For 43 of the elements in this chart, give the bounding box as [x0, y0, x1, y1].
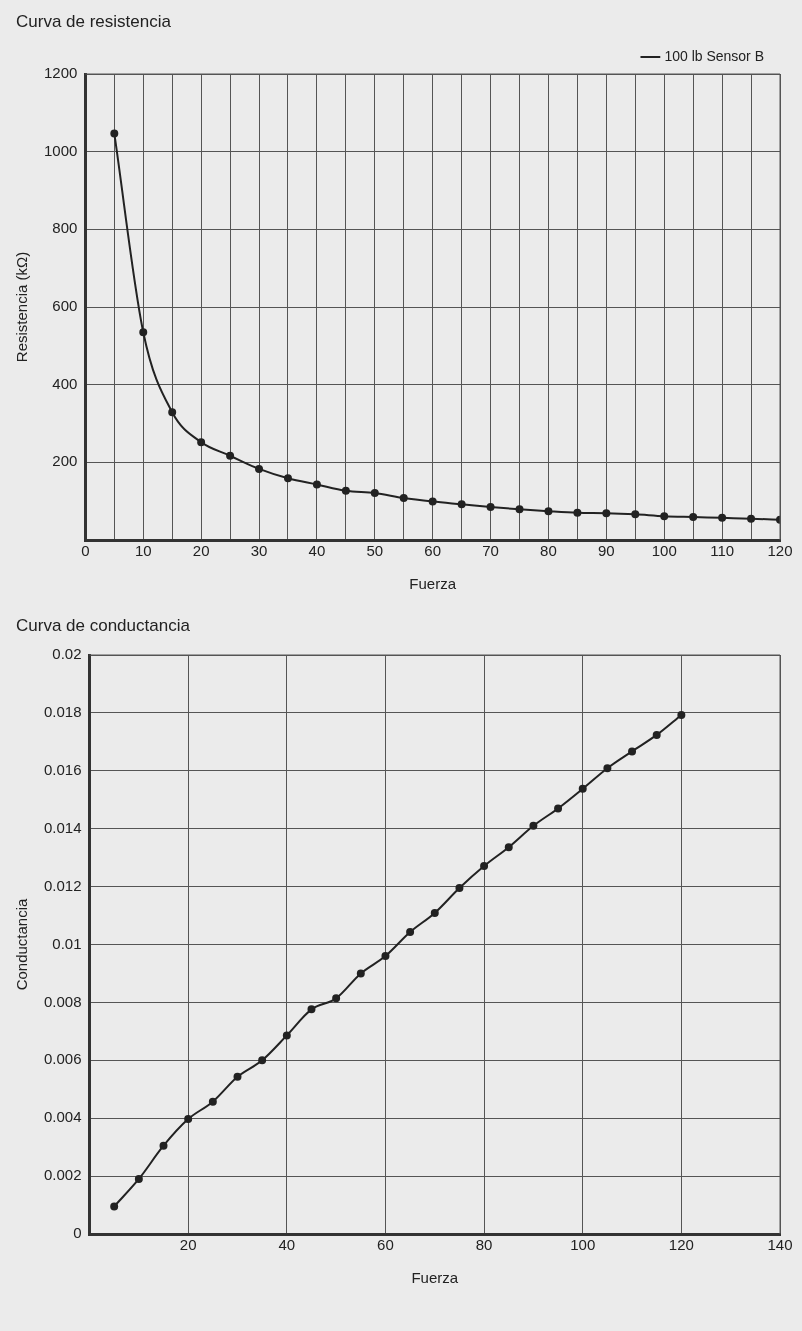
y-tick-label: 0.004: [43, 1108, 82, 1126]
y-tick-label: 0.002: [43, 1166, 82, 1184]
y-tick-label: 0.006: [43, 1050, 82, 1068]
x-tick-label: 60: [377, 1236, 394, 1254]
y-tick-label: 1000: [43, 141, 78, 159]
x-tick-label: 120: [668, 1236, 694, 1254]
x-tick-label: 140: [767, 1236, 793, 1254]
y-tick-label: 0.016: [43, 760, 82, 778]
y-tick-label: 0.008: [43, 992, 82, 1010]
x-tick-label: 50: [366, 542, 384, 560]
y-tick-label: 0.02: [52, 645, 82, 663]
x-tick-label: 80: [540, 542, 557, 560]
x-tick-label: 120: [767, 542, 793, 560]
x-tick-label: 40: [278, 1236, 296, 1254]
x-tick-label: 90: [598, 542, 615, 560]
x-tick-label: 30: [250, 542, 268, 560]
x-tick-label: 10: [134, 542, 152, 560]
x-tick-label: 20: [192, 542, 210, 560]
x-tick-label: 20: [179, 1236, 197, 1254]
y-tick-label: 1200: [43, 64, 78, 82]
x-tick-label: 70: [482, 542, 499, 560]
y-tick-label: 0.01: [52, 934, 82, 952]
legend-label: 100 lb Sensor B: [664, 47, 764, 64]
y-tick-label: 0.012: [43, 876, 82, 894]
chart-title: Curva de resistencia: [15, 11, 172, 33]
x-axis-title: Fuerza: [409, 575, 457, 593]
y-tick-label: 0: [73, 1224, 82, 1242]
y-tick-label: 600: [52, 297, 78, 315]
y-axis-title: Resistencia (kΩ): [13, 251, 31, 363]
y-tick-label: 200: [52, 452, 78, 470]
y-axis-title: Conductancia: [13, 897, 31, 991]
x-tick-label: 40: [308, 542, 326, 560]
x-tick-label: 80: [475, 1236, 493, 1254]
y-tick-label: 800: [52, 219, 78, 237]
x-axis-title: Fuerza: [411, 1269, 459, 1287]
y-tick-label: 0.018: [43, 703, 82, 721]
y-tick-label: 0.014: [43, 818, 82, 836]
chart-title: Curva de conductancia: [15, 615, 191, 637]
x-tick-label: 100: [570, 1236, 596, 1254]
x-tick-label: 100: [651, 542, 677, 560]
x-tick-label: 110: [710, 542, 735, 560]
y-tick-label: 400: [52, 374, 78, 392]
x-tick-label: 60: [424, 542, 442, 560]
